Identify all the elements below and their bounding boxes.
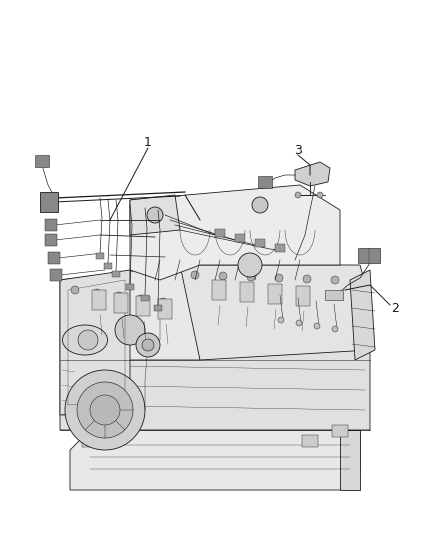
Circle shape bbox=[78, 330, 98, 350]
Bar bbox=[114, 293, 128, 313]
Bar bbox=[35, 155, 49, 167]
Circle shape bbox=[252, 197, 268, 213]
Circle shape bbox=[332, 326, 338, 332]
Polygon shape bbox=[60, 265, 200, 360]
Bar bbox=[215, 229, 225, 237]
Text: 2: 2 bbox=[391, 302, 399, 314]
Bar bbox=[212, 280, 226, 300]
Bar bbox=[50, 269, 62, 281]
Bar bbox=[258, 176, 272, 188]
Polygon shape bbox=[130, 195, 180, 235]
Circle shape bbox=[303, 275, 311, 283]
Bar bbox=[112, 271, 120, 277]
Circle shape bbox=[191, 271, 199, 279]
Circle shape bbox=[115, 315, 145, 345]
Bar bbox=[141, 295, 149, 301]
Bar bbox=[255, 239, 265, 247]
Bar bbox=[48, 252, 60, 264]
Bar bbox=[296, 286, 310, 306]
Text: 3: 3 bbox=[294, 143, 302, 157]
Circle shape bbox=[331, 276, 339, 284]
Circle shape bbox=[314, 323, 320, 329]
Polygon shape bbox=[350, 270, 375, 360]
Bar bbox=[40, 192, 58, 212]
Polygon shape bbox=[130, 185, 340, 280]
Circle shape bbox=[238, 253, 262, 277]
Bar bbox=[302, 435, 318, 447]
Circle shape bbox=[278, 317, 284, 323]
Bar bbox=[45, 234, 57, 246]
Bar bbox=[136, 296, 150, 316]
Circle shape bbox=[275, 274, 283, 282]
Bar bbox=[82, 435, 98, 447]
Circle shape bbox=[93, 289, 101, 297]
Polygon shape bbox=[340, 430, 360, 490]
Circle shape bbox=[317, 192, 323, 198]
Circle shape bbox=[136, 333, 160, 357]
Circle shape bbox=[147, 207, 163, 223]
Bar bbox=[332, 425, 348, 437]
Circle shape bbox=[219, 272, 227, 280]
Polygon shape bbox=[295, 162, 330, 186]
Bar bbox=[104, 263, 112, 269]
Circle shape bbox=[65, 370, 145, 450]
Bar bbox=[325, 290, 343, 300]
Circle shape bbox=[71, 286, 79, 294]
Circle shape bbox=[159, 298, 167, 306]
Bar bbox=[235, 234, 245, 242]
Bar bbox=[45, 219, 57, 231]
Circle shape bbox=[247, 273, 255, 281]
Bar bbox=[126, 284, 134, 290]
Text: 1: 1 bbox=[144, 136, 152, 149]
Circle shape bbox=[296, 320, 302, 326]
Polygon shape bbox=[180, 265, 370, 360]
Circle shape bbox=[295, 192, 301, 198]
Polygon shape bbox=[70, 430, 360, 490]
Bar bbox=[275, 244, 285, 252]
Circle shape bbox=[115, 292, 123, 300]
Polygon shape bbox=[60, 340, 370, 430]
Bar bbox=[96, 253, 104, 259]
Polygon shape bbox=[60, 270, 130, 415]
Bar bbox=[154, 305, 162, 311]
Circle shape bbox=[137, 295, 145, 303]
Ellipse shape bbox=[63, 325, 107, 355]
Circle shape bbox=[90, 395, 120, 425]
Circle shape bbox=[142, 339, 154, 351]
Bar bbox=[158, 299, 172, 319]
Bar bbox=[240, 282, 254, 302]
Circle shape bbox=[77, 382, 133, 438]
Bar bbox=[92, 290, 106, 310]
Bar bbox=[268, 284, 282, 304]
Bar bbox=[358, 248, 380, 263]
